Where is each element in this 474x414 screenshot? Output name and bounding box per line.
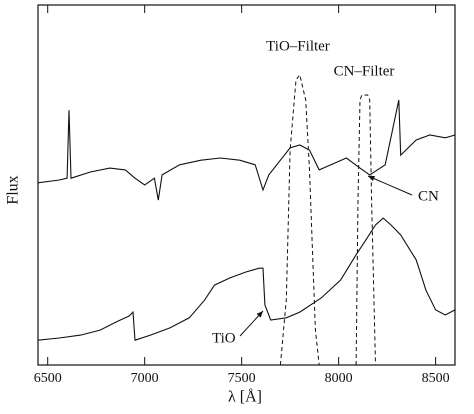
arrow-head bbox=[256, 311, 263, 318]
spectrum-line bbox=[37, 99, 456, 201]
x-tick-label: 7000 bbox=[131, 371, 159, 386]
x-tick-label: 7500 bbox=[228, 371, 256, 386]
x-tick-label: 6500 bbox=[34, 371, 62, 386]
arrow-head bbox=[368, 176, 375, 182]
y-axis-label: Flux bbox=[5, 175, 22, 204]
annotation: TiO–Filter bbox=[266, 38, 330, 54]
filter-curve bbox=[355, 94, 376, 366]
x-tick-label: 8000 bbox=[325, 371, 353, 386]
plot-frame bbox=[37, 4, 456, 366]
spectrum-line bbox=[37, 217, 456, 341]
x-axis-label: λ [Å] bbox=[228, 388, 262, 406]
annotation: CN bbox=[418, 188, 439, 204]
filter-curve bbox=[279, 73, 320, 366]
annotation: CN–Filter bbox=[334, 63, 395, 79]
x-tick-label: 8500 bbox=[422, 371, 450, 386]
annotation: TiO bbox=[212, 330, 236, 346]
annotation-arrow bbox=[367, 175, 413, 196]
